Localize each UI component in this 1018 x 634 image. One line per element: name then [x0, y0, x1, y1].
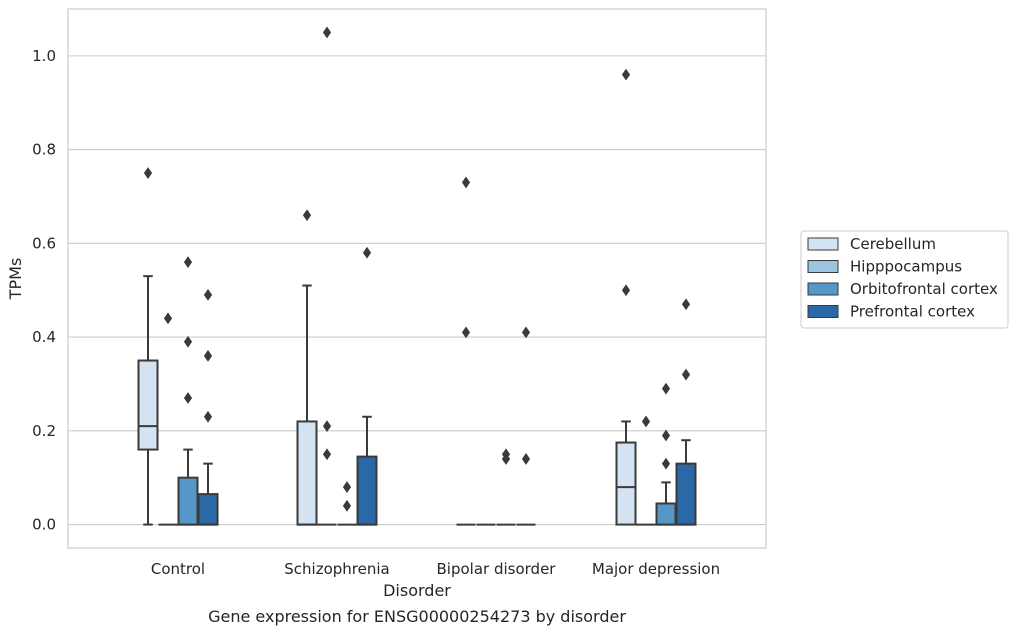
outlier-point [322, 26, 332, 39]
box-group [675, 298, 697, 526]
box-group [197, 289, 219, 526]
x-tick-label: Bipolar disorder [437, 560, 557, 578]
outlier-point [501, 453, 511, 465]
outlier-point [461, 176, 471, 189]
chart-caption: Gene expression for ENSG00000254273 by d… [208, 607, 626, 626]
legend-label: Cerebellum [850, 235, 936, 253]
box-group [337, 481, 357, 526]
outlier-point [661, 457, 671, 470]
outlier-point [461, 326, 471, 339]
outlier-point [322, 448, 332, 461]
outlier-point [322, 420, 332, 433]
outlier-point [163, 312, 173, 325]
box-group [496, 448, 516, 526]
box-group [158, 312, 178, 526]
x-tick-label: Control [151, 560, 205, 578]
box [296, 420, 318, 526]
box [356, 455, 378, 526]
legend-swatch [807, 260, 839, 273]
legend-frame [800, 230, 1009, 329]
box [675, 462, 697, 526]
outlier-point [183, 256, 193, 268]
box-group [636, 415, 656, 526]
box-group [456, 176, 476, 526]
outlier-point [661, 429, 671, 442]
box-group [615, 68, 637, 526]
box [177, 476, 199, 526]
legend-label: Prefrontal cortex [850, 303, 975, 321]
x-tick-labels: Control Schizophrenia Bipolar disorder Majo… [151, 560, 720, 578]
legend-item: Cerebellum [807, 235, 936, 253]
x-tick-label: Schizophrenia [284, 560, 389, 578]
y-tick-label: 0.8 [32, 141, 56, 159]
box-group [655, 382, 677, 526]
box [137, 359, 159, 451]
outlier-point [521, 453, 531, 465]
legend-item: Prefrontal cortex [807, 303, 975, 321]
box-group [356, 246, 378, 526]
box-group [516, 326, 536, 526]
outlier-point [143, 167, 153, 179]
outlier-point [203, 410, 213, 423]
box-group [317, 26, 337, 526]
plot-frame [67, 8, 767, 549]
legend: Cerebellum Hipppocampus Orbitofrontal cort… [800, 230, 1009, 329]
legend-label: Orbitofrontal cortex [850, 280, 998, 298]
outlier-point [342, 481, 352, 493]
outlier-point [203, 289, 213, 301]
outlier-point [621, 68, 631, 81]
box-group [296, 209, 318, 526]
box-group [137, 167, 159, 526]
outlier-point [641, 415, 651, 428]
legend-item: Hipppocampus [807, 258, 962, 276]
y-tick-label: 0.0 [32, 516, 56, 534]
y-tick-label: 0.2 [32, 422, 56, 440]
y-tick-label: 0.6 [32, 234, 56, 252]
outlier-point [183, 392, 193, 404]
outlier-point [681, 298, 691, 311]
outlier-point [342, 499, 352, 512]
legend-items: Cerebellum Hipppocampus Orbitofrontal cort… [807, 235, 998, 321]
plot-boxes [137, 26, 697, 526]
x-tick-label: Major depression [592, 560, 720, 578]
legend-swatch [807, 305, 839, 318]
legend-item: Orbitofrontal cortex [807, 280, 998, 298]
legend-label: Hipppocampus [850, 258, 962, 276]
y-tick-label: 1.0 [32, 47, 56, 65]
box [655, 502, 677, 526]
outlier-point [681, 368, 691, 381]
outlier-point [203, 349, 213, 362]
outlier-point [302, 209, 312, 222]
y-tick-labels: 0.0 0.2 0.4 0.6 0.8 1.0 [32, 47, 56, 534]
y-tick-label: 0.4 [32, 328, 56, 346]
box [197, 493, 219, 526]
outlier-point [362, 246, 372, 259]
outlier-point [521, 326, 531, 339]
outlier-point [661, 382, 671, 395]
y-axis-title: TPMs [6, 258, 25, 301]
box [615, 441, 637, 526]
outlier-point [621, 284, 631, 297]
legend-swatch [807, 237, 839, 251]
outlier-point [183, 335, 193, 348]
legend-swatch [807, 282, 839, 296]
x-axis-title: Disorder [383, 581, 451, 600]
